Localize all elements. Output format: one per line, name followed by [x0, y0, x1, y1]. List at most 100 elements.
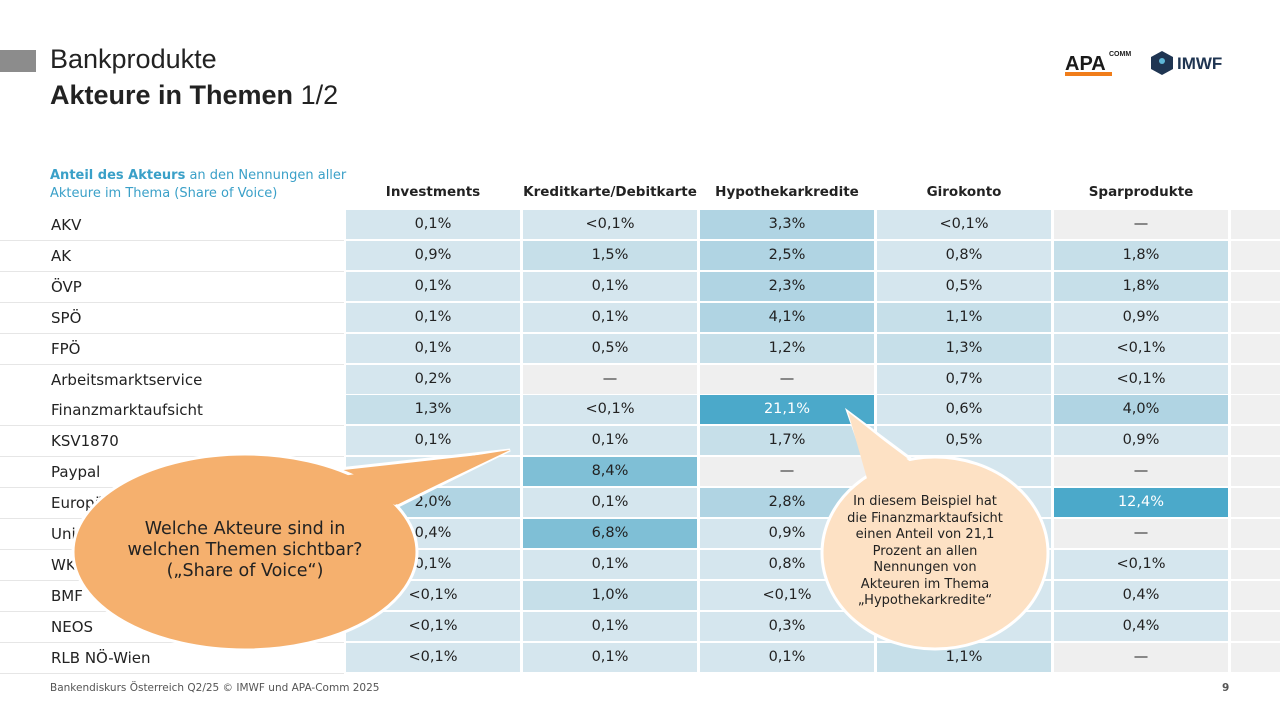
callout-line: Welche Akteure sind in: [144, 519, 346, 539]
table-cell: 4,0%: [1054, 395, 1228, 425]
apa-sup: COMM: [1109, 51, 1131, 58]
empty-cell: [1231, 333, 1280, 363]
table-cell: —: [1054, 457, 1228, 487]
table-cell: 1,2%: [700, 333, 874, 363]
callout-line: Prozent an allen: [872, 543, 978, 559]
table-cell: 0,1%: [523, 642, 697, 672]
table-cell: 0,1%: [346, 210, 520, 239]
table-cell: 1,0%: [523, 580, 697, 610]
table-cell: —: [1054, 210, 1228, 239]
row-label: FPÖ: [51, 339, 81, 358]
row-background: [0, 426, 344, 458]
callout-line: („Share of Voice“): [166, 561, 324, 581]
table-cell: <0,1%: [523, 210, 697, 239]
row-label: AK: [51, 246, 72, 265]
table-cell: 0,6%: [877, 395, 1051, 425]
callout-line: Nennungen von: [873, 560, 977, 575]
left-callout-text: Welche Akteure sind in welchen Themen sic…: [110, 519, 380, 582]
table-cell: 0,1%: [523, 271, 697, 301]
table-cell: 0,1%: [523, 488, 697, 518]
callout-line: In diesem Beispiel hat: [853, 494, 997, 509]
table-cell: 0,1%: [523, 611, 697, 641]
callout-line: Akteuren im Thema: [860, 576, 990, 592]
table-cell: <0,1%: [1054, 364, 1228, 394]
empty-cell: [1231, 549, 1280, 579]
row-background: [0, 271, 344, 303]
empty-cell: [1231, 642, 1280, 672]
row-background: [0, 364, 344, 396]
subtitle-rest: 1/2: [300, 80, 339, 110]
table-cell: <0,1%: [877, 210, 1051, 239]
empty-cell: [1231, 611, 1280, 641]
row-label: KSV1870: [51, 432, 119, 451]
empty-cell: [1231, 271, 1280, 301]
subtitle: Akteure in Themen 1/2: [50, 80, 338, 111]
table-cell: 0,1%: [346, 271, 520, 301]
row-background: [0, 210, 344, 241]
table-cell: —: [1054, 519, 1228, 548]
column-header: Investments: [385, 184, 481, 200]
table-cell: —: [1054, 642, 1228, 672]
apa-text: APA: [1065, 53, 1106, 75]
table-cell: 0,7%: [877, 364, 1051, 394]
empty-cell: [1231, 302, 1280, 332]
table-cell: <0,1%: [523, 395, 697, 425]
table-cell: —: [523, 364, 697, 394]
table-cell: 0,1%: [523, 302, 697, 332]
empty-cell: [1231, 457, 1280, 487]
row-label: AKV: [51, 216, 82, 234]
table-cell: 0,2%: [346, 364, 520, 394]
table-cell: 0,9%: [346, 240, 520, 270]
row-background: [0, 302, 344, 334]
table-cell: 0,3%: [700, 611, 874, 641]
accent-bar: [0, 50, 36, 72]
table-cell: 6,8%: [523, 519, 697, 548]
table-cell: 0,1%: [346, 426, 520, 456]
row-background: [0, 395, 344, 427]
table-cell: 0,1%: [523, 426, 697, 456]
row-background: [0, 240, 344, 272]
table-cell: 1,1%: [877, 642, 1051, 672]
column-header: Hypothekarkredite: [715, 184, 859, 200]
table-cell: 21,1%: [700, 395, 874, 425]
table-cell: 0,5%: [877, 271, 1051, 301]
row-label: BMF: [51, 586, 83, 605]
table-cell: 1,1%: [877, 302, 1051, 332]
table-note: Anteil des Akteurs an den Nennungen alle…: [50, 167, 350, 203]
table-cell: 1,3%: [877, 333, 1051, 363]
empty-cell: [1231, 426, 1280, 456]
row-label: RLB NÖ-Wien: [51, 648, 151, 667]
title: Bankprodukte: [50, 44, 217, 74]
table-cell: 2,3%: [700, 271, 874, 301]
callout-line: welchen Themen sichtbar?: [127, 540, 363, 560]
row-label: SPÖ: [51, 308, 82, 327]
left-callout: [71, 452, 419, 652]
subtitle-bold: Akteure in Themen: [50, 80, 294, 110]
table-cell: 2,5%: [700, 240, 874, 270]
right-callout-text: In diesem Beispiel hat die Finanzmarktauf…: [830, 494, 1020, 610]
table-cell: 0,1%: [346, 333, 520, 363]
imwf-logo: IMWF: [1151, 51, 1222, 75]
table-cell: 8,4%: [523, 457, 697, 487]
column-header: Kreditkarte/Debitkarte: [523, 184, 697, 200]
table-cell: 12,4%: [1054, 488, 1228, 518]
table-cell: —: [700, 457, 874, 487]
table-cell: 1,8%: [1054, 240, 1228, 270]
table-cell: 1,7%: [700, 426, 874, 456]
table-cell: <0,1%: [346, 642, 520, 672]
callout-line: die Finanzmarktaufsicht: [847, 510, 1003, 526]
table-cell: 1,8%: [1054, 271, 1228, 301]
row-label: Arbeitsmarktservice: [51, 370, 203, 389]
imwf-dot: [1159, 58, 1165, 64]
table-cell: 1,5%: [523, 240, 697, 270]
table-cell: 4,1%: [700, 302, 874, 332]
table-cell: 0,5%: [523, 333, 697, 363]
left-callout-join: [330, 450, 510, 505]
table-cell: 0,4%: [1054, 580, 1228, 610]
empty-cell: [1231, 210, 1280, 239]
table-cell: <0,1%: [1054, 549, 1228, 579]
empty-cell: [1231, 364, 1280, 394]
note-rest: an den Nennungen aller Akteure im Thema …: [50, 168, 347, 201]
